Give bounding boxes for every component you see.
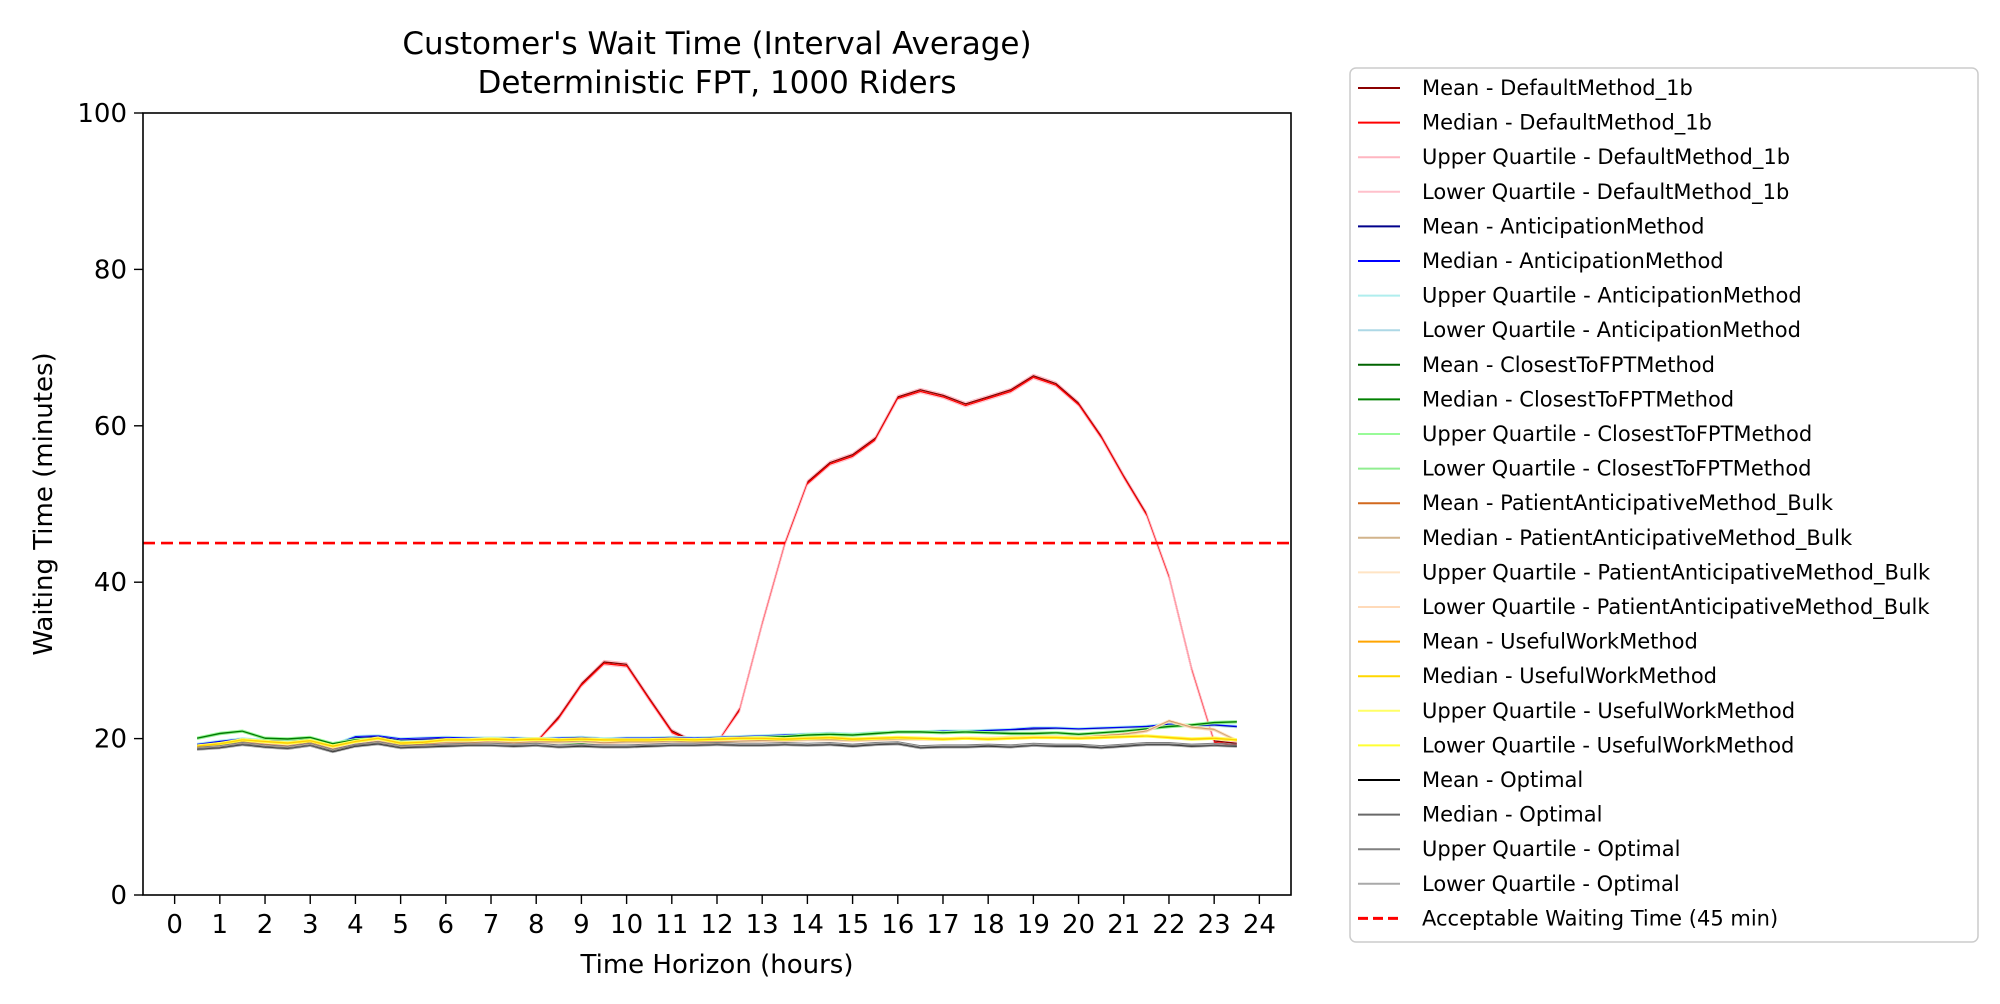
legend-label-16: Mean - UsefulWorkMethod: [1422, 630, 1698, 654]
x-tick-label-17: 17: [926, 910, 959, 940]
series-line-19: [197, 736, 1237, 748]
legend-label-9: Median - ClosestToFPTMethod: [1422, 387, 1734, 411]
ticks-layer: 0 1 2 3 4 5 6 7 8 9 10 11 12 13 14 15 16 17 18 19 20 21 22 23 24…: [77, 99, 1276, 940]
legend-label-15: Lower Quartile - PatientAnticipativeMeth…: [1422, 595, 1930, 620]
legend-label-24: Acceptable Waiting Time (45 min): [1422, 906, 1778, 930]
plot-frame: [142, 112, 1292, 896]
series-line-5: [197, 723, 1237, 746]
series-line-17: [197, 734, 1237, 747]
x-tick-label-21: 21: [1107, 910, 1140, 940]
x-tick-label-16: 16: [881, 910, 914, 940]
x-tick-label-3: 3: [302, 910, 319, 940]
y-tick-label-60: 60: [94, 412, 127, 442]
y-tick-label-80: 80: [94, 255, 127, 285]
series-line-16: [197, 735, 1237, 748]
series-line-20: [197, 743, 1237, 753]
legend-label-7: Lower Quartile - AnticipationMethod: [1422, 318, 1801, 342]
series-line-23: [197, 744, 1237, 754]
x-tick-label-4: 4: [347, 910, 364, 940]
legend-label-14: Upper Quartile - PatientAnticipativeMeth…: [1422, 560, 1931, 585]
legend-label-23: Lower Quartile - Optimal: [1422, 872, 1680, 896]
chart-title: Customer's Wait Time (Interval Average): [402, 26, 1031, 62]
legend-label-22: Upper Quartile - Optimal: [1422, 837, 1680, 861]
series-line-1: [197, 376, 1237, 751]
x-tick-label-12: 12: [700, 910, 733, 940]
y-tick-label-0: 0: [110, 881, 127, 911]
legend-label-2: Upper Quartile - DefaultMethod_1b: [1422, 145, 1790, 170]
legend-frame: [1349, 67, 1979, 943]
x-tick-label-10: 10: [610, 910, 643, 940]
series-line-6: [197, 722, 1237, 745]
x-tick-label-24: 24: [1243, 910, 1276, 940]
y-axis-label: Waiting Time (minutes): [29, 352, 59, 655]
series-line-22: [197, 741, 1237, 750]
x-tick-label-9: 9: [573, 910, 590, 940]
legend: Mean - DefaultMethod_1b Median - DefaultM…: [1349, 67, 1979, 943]
x-tick-label-14: 14: [791, 910, 824, 940]
legend-label-5: Median - AnticipationMethod: [1422, 249, 1724, 273]
legend-label-0: Mean - DefaultMethod_1b: [1422, 76, 1693, 101]
legend-label-11: Lower Quartile - ClosestToFPTMethod: [1422, 457, 1812, 481]
legend-label-4: Mean - AnticipationMethod: [1422, 214, 1704, 238]
legend-label-17: Median - UsefulWorkMethod: [1422, 664, 1717, 688]
legend-label-8: Mean - ClosestToFPTMethod: [1422, 353, 1715, 377]
x-tick-label-20: 20: [1062, 910, 1095, 940]
x-tick-label-18: 18: [972, 910, 1005, 940]
x-tick-label-11: 11: [655, 910, 688, 940]
x-tick-label-23: 23: [1198, 910, 1231, 940]
x-tick-label-2: 2: [257, 910, 274, 940]
y-tick-label-20: 20: [94, 725, 127, 755]
y-tick-label-100: 100: [77, 99, 127, 129]
legend-label-6: Upper Quartile - AnticipationMethod: [1422, 284, 1802, 308]
x-tick-label-5: 5: [392, 910, 409, 940]
series-line-3: [197, 378, 1237, 752]
x-axis-label: Time Horizon (hours): [580, 950, 854, 980]
series-line-21: [197, 742, 1237, 752]
legend-label-19: Lower Quartile - UsefulWorkMethod: [1422, 733, 1794, 757]
legend-label-20: Mean - Optimal: [1422, 768, 1583, 792]
x-tick-label-7: 7: [483, 910, 500, 940]
x-tick-label-15: 15: [836, 910, 869, 940]
x-tick-label-0: 0: [166, 910, 183, 940]
legend-label-13: Median - PatientAnticipativeMethod_Bulk: [1422, 526, 1853, 551]
series-line-0: [197, 375, 1237, 751]
legend-label-12: Mean - PatientAnticipativeMethod_Bulk: [1422, 491, 1834, 516]
series-line-14: [197, 719, 1238, 749]
legend-label-1: Median - DefaultMethod_1b: [1422, 111, 1712, 136]
series-layer: [197, 373, 1238, 754]
x-tick-label-6: 6: [438, 910, 455, 940]
legend-label-10: Upper Quartile - ClosestToFPTMethod: [1422, 422, 1812, 446]
y-tick-label-40: 40: [94, 568, 127, 598]
x-tick-label-1: 1: [212, 910, 229, 940]
chart-subtitle: Deterministic FPT, 1000 Riders: [478, 65, 957, 101]
series-line-2: [197, 373, 1237, 750]
x-tick-label-19: 19: [1017, 910, 1050, 940]
x-tick-label-8: 8: [528, 910, 545, 940]
legend-label-3: Lower Quartile - DefaultMethod_1b: [1422, 180, 1789, 205]
x-tick-label-22: 22: [1152, 910, 1185, 940]
legend-label-21: Median - Optimal: [1422, 803, 1602, 827]
series-line-18: [197, 734, 1237, 746]
x-tick-label-13: 13: [746, 910, 779, 940]
legend-label-18: Upper Quartile - UsefulWorkMethod: [1422, 699, 1795, 723]
